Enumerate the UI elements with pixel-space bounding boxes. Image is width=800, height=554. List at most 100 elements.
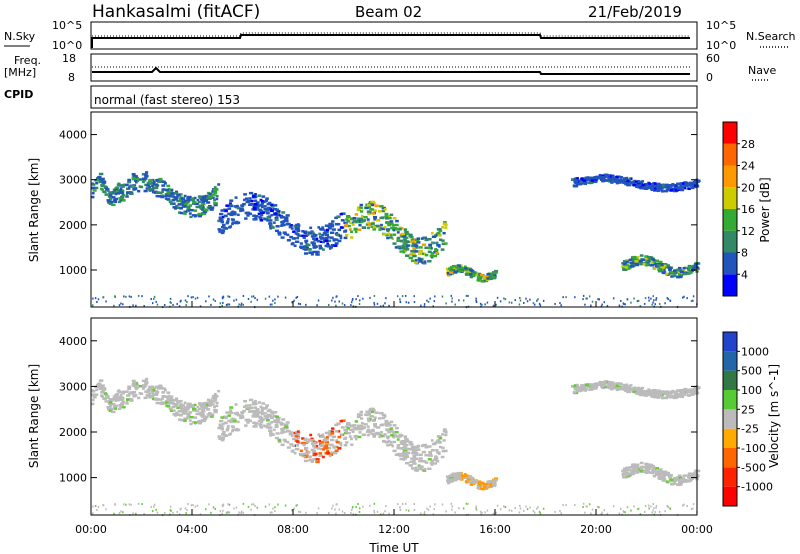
power-cell — [681, 296, 684, 299]
power-cell — [125, 295, 127, 298]
power-cell — [353, 228, 357, 231]
power-cell — [302, 236, 306, 239]
velocity-cell — [196, 405, 200, 409]
power-cell — [178, 211, 182, 214]
power-cell — [143, 189, 148, 193]
power-cell — [121, 185, 125, 188]
velocity-cell — [137, 396, 141, 400]
velocity-cell — [198, 411, 203, 415]
velocity-cell — [257, 401, 262, 404]
colorbar-frame — [722, 331, 738, 507]
velocity-cell — [693, 386, 698, 389]
velocity-cell — [575, 383, 579, 387]
power-cell — [151, 181, 156, 185]
velocity-cell — [345, 425, 349, 428]
velocity-cell — [282, 438, 287, 442]
time-x-axis: 00:00 04:00 08:00 12:00 16:00 20:00 00:00 — [75, 301, 713, 536]
power-cell — [689, 181, 693, 185]
power-cell — [137, 189, 141, 193]
power-cell — [365, 206, 369, 210]
velocity-cell — [214, 507, 217, 510]
velocity-cell — [366, 417, 370, 420]
power-cell — [166, 184, 171, 188]
velocity-cell — [326, 451, 330, 455]
velocity-cell — [170, 395, 174, 398]
velocity-cell — [411, 467, 415, 470]
velocity-cell — [337, 447, 342, 450]
power-cell — [91, 183, 96, 186]
velocity-cell — [404, 451, 408, 454]
power-cell — [134, 181, 138, 184]
power-cell — [249, 202, 254, 206]
velocity-cell — [322, 455, 325, 459]
velocity-cell — [240, 411, 245, 414]
power-cell — [479, 302, 482, 305]
power-cell — [228, 202, 232, 205]
power-cell — [299, 242, 303, 245]
velocity-cell — [429, 505, 431, 508]
time-xlabel: Time UT — [368, 541, 419, 554]
velocity-cell — [95, 388, 99, 392]
power-cell — [296, 223, 300, 226]
velocity-cell — [301, 437, 305, 440]
power-cell — [335, 304, 337, 307]
velocity-cell — [446, 477, 450, 481]
power-cell — [440, 248, 445, 251]
velocity-cell — [333, 451, 338, 455]
power-cell — [238, 303, 240, 306]
velocity-cell — [405, 453, 409, 456]
velocity-cell — [486, 480, 491, 484]
velocity-cell — [653, 393, 657, 397]
velocity-cell — [151, 388, 156, 392]
velocity-cell — [323, 439, 328, 442]
power-cell — [288, 225, 293, 229]
velocity-cell — [228, 503, 231, 506]
velocity-cell — [328, 432, 332, 435]
power-cell — [591, 300, 594, 303]
power-cell — [240, 204, 245, 207]
power-cell — [271, 303, 273, 306]
velocity-cell — [653, 474, 657, 478]
velocity-cell — [231, 429, 234, 433]
velocity-cell — [653, 388, 657, 392]
power-cell — [263, 200, 267, 203]
power-cell — [358, 303, 361, 306]
velocity-cell — [111, 410, 116, 414]
velocity-cell — [625, 466, 629, 470]
velocity-cell — [227, 503, 229, 506]
power-cell — [404, 240, 409, 243]
power-cell — [399, 250, 404, 253]
velocity-cell — [283, 440, 287, 443]
velocity-cell — [539, 512, 542, 515]
velocity-cell — [370, 429, 375, 433]
power-cell — [211, 206, 215, 209]
velocity-cell — [347, 431, 351, 435]
velocity-cell — [482, 482, 486, 486]
power-cell — [336, 222, 341, 226]
power-cell — [203, 199, 208, 203]
power-cell — [147, 188, 152, 191]
velocity-cell — [201, 407, 205, 410]
power-cell — [128, 295, 131, 298]
velocity-cell — [437, 441, 442, 444]
velocity-cell — [308, 439, 313, 442]
power-cell — [600, 305, 603, 308]
velocity-cell — [637, 507, 640, 510]
power-cell — [219, 212, 224, 216]
power-cell — [421, 237, 424, 240]
power-cell — [193, 196, 197, 200]
power-cell — [326, 244, 330, 247]
power-cell — [196, 296, 199, 299]
power-cell — [274, 229, 280, 233]
velocity-cell — [205, 508, 207, 511]
power-cell — [606, 304, 609, 307]
velocity-cell — [268, 429, 272, 432]
velocity-cell — [172, 511, 174, 514]
power-cell — [386, 229, 390, 233]
velocity-cell — [368, 430, 372, 434]
power-cell — [467, 294, 469, 297]
velocity-cell — [401, 452, 406, 455]
velocity-cell — [277, 503, 279, 506]
power-cell — [637, 184, 642, 187]
velocity-cell — [350, 509, 353, 512]
